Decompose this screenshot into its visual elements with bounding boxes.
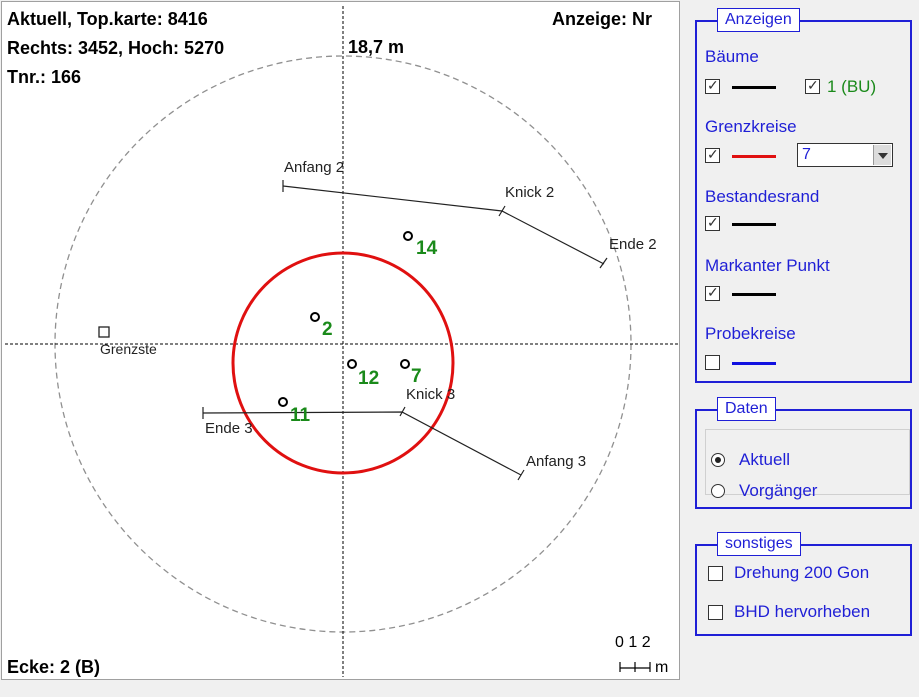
radio-dot: [715, 457, 721, 463]
display-mode-label: Anzeige: Nr: [552, 9, 653, 29]
tree-label: 14: [416, 238, 438, 259]
landmark-checkbox[interactable]: ✓: [705, 284, 720, 301]
chevron-down-icon[interactable]: [873, 145, 891, 165]
landmark-line-swatch: [732, 293, 776, 296]
stand-edge-checkbox[interactable]: ✓: [705, 214, 720, 231]
rotation-checkbox[interactable]: [708, 566, 723, 581]
plot-drawing: [5, 6, 678, 677]
bu-label: 1 (BU): [827, 77, 877, 96]
sample-circles-checkbox[interactable]: [705, 355, 720, 370]
stand-edge-label: Bestandesrand: [705, 187, 820, 206]
current-data-label[interactable]: Aktuell: [739, 450, 791, 469]
data-source-title: Daten: [717, 397, 776, 421]
edge-label-knick-2: Knick 2: [505, 184, 555, 201]
boundary-circle: [231, 251, 455, 475]
tree-marker-2: [310, 312, 320, 322]
trees-label: Bäume: [705, 47, 759, 66]
rotation-label[interactable]: Drehung 200 Gon: [734, 563, 870, 582]
misc-options-group: sonstiges Drehung 200 Gon BHD hervorhebe…: [695, 532, 912, 636]
edge3-tick-knick: [399, 406, 406, 417]
check-icon: ✓: [707, 77, 719, 93]
edge2-tick-end: [599, 257, 608, 269]
boundary-circles-select-value: 7: [802, 146, 811, 163]
current-data-radio[interactable]: [711, 453, 725, 467]
tree-label: 7: [411, 366, 422, 387]
scale-unit: m: [655, 659, 669, 676]
previous-data-radio[interactable]: [711, 484, 725, 498]
trees-line-swatch: [732, 86, 776, 89]
scale-numbers: 0 1 2: [615, 634, 651, 651]
highlight-dbh-label[interactable]: BHD hervorheben: [734, 602, 871, 621]
info-line-coordinates: Rechts: 3452, Hoch: 5270: [7, 38, 225, 58]
check-icon: ✓: [707, 284, 719, 300]
sample-circles-label: Probekreise: [705, 324, 796, 343]
boundary-stone-label: Grenzste: [100, 341, 157, 357]
edge-label-anfang-3: Anfang 3: [526, 453, 587, 470]
edge-label-ende-3: Ende 3: [205, 420, 253, 437]
info-line-topkarte: Aktuell, Top.karte: 8416: [7, 9, 208, 29]
tree-label: 2: [322, 319, 333, 340]
boundary-circles-line-swatch: [732, 155, 776, 158]
boundary-circles-checkbox[interactable]: ✓: [705, 146, 720, 163]
sample-circles-line-swatch: [732, 362, 776, 365]
check-icon: ✓: [707, 146, 719, 162]
boundary-circles-label: Grenzkreise: [705, 117, 797, 136]
check-icon: ✓: [707, 214, 719, 230]
tree-label: 12: [358, 368, 380, 389]
corner-label: Ecke: 2 (B): [7, 657, 101, 677]
previous-data-label[interactable]: Vorgänger: [739, 481, 818, 500]
stand-edge-line-swatch: [732, 223, 776, 226]
data-source-inner-box: [705, 429, 910, 495]
tree-marker-14: [403, 231, 413, 241]
check-icon: ✓: [807, 77, 819, 93]
tree-marker-7: [400, 359, 410, 369]
radius-label: 18,7 m: [348, 37, 405, 57]
info-line-tnr: Tnr.: 166: [7, 67, 82, 87]
highlight-dbh-checkbox[interactable]: [708, 605, 723, 620]
edge3-tick-end: [517, 469, 525, 481]
misc-options-title: sonstiges: [717, 532, 801, 556]
landmark-label: Markanter Punkt: [705, 256, 830, 275]
boundary-circles-select[interactable]: 7: [797, 143, 893, 167]
data-source-group: Daten Aktuell Vorgänger: [695, 397, 912, 509]
plot-canvas[interactable]: Aktuell, Top.karte: 8416 Rechts: 3452, H…: [1, 1, 680, 680]
display-options-group: Anzeigen Bäume ✓ ✓ 1 (BU) Grenzkreise ✓ …: [695, 8, 912, 383]
tree-marker-11: [278, 397, 288, 407]
tree-label: 11: [290, 405, 311, 426]
display-options-title: Anzeigen: [717, 8, 800, 32]
edge2-tick-knick: [498, 205, 506, 217]
edge-label-knick-3: Knick 3: [406, 386, 456, 403]
boundary-stone-marker: [98, 326, 110, 338]
tree-marker-12: [347, 359, 357, 369]
edge-label-ende-2: Ende 2: [609, 236, 657, 253]
edge-label-anfang-2: Anfang 2: [284, 159, 345, 176]
trees-checkbox[interactable]: ✓: [705, 77, 720, 94]
bu-checkbox[interactable]: ✓: [805, 77, 820, 94]
